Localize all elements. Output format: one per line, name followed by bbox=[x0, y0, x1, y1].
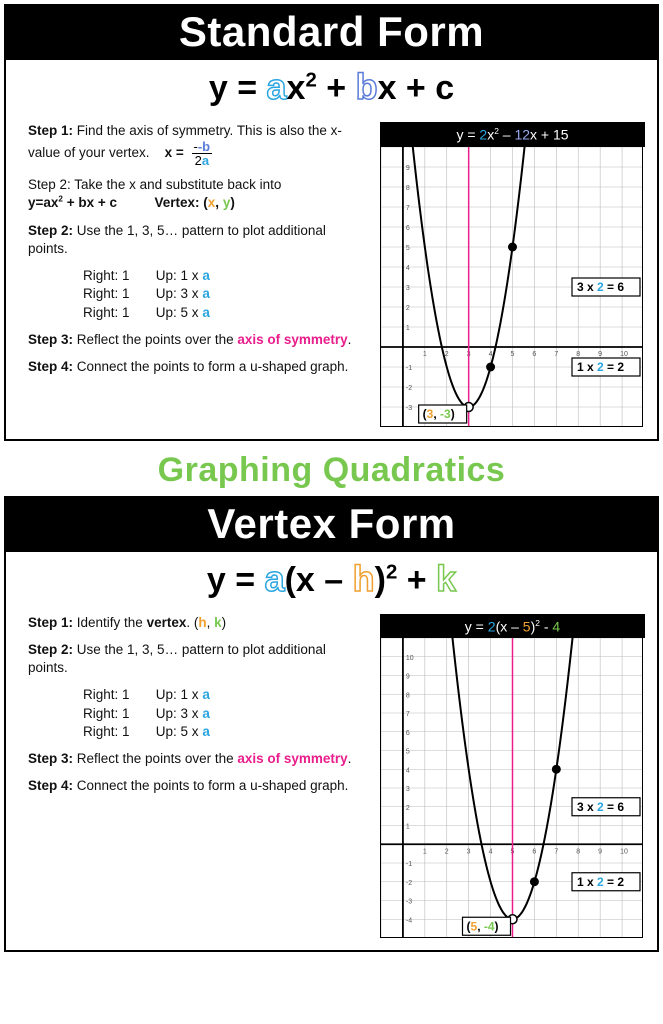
step-text: Connect the points to form a u-shaped gr… bbox=[73, 778, 348, 793]
svg-text:10: 10 bbox=[620, 351, 628, 358]
vertex-form-panel: Vertex Form y = a(x – h)2 + k Step 1: Id… bbox=[4, 496, 659, 953]
svg-text:-3: -3 bbox=[406, 899, 412, 906]
svg-text:3: 3 bbox=[406, 285, 410, 292]
svg-text:4: 4 bbox=[489, 849, 493, 856]
svg-text:-1: -1 bbox=[406, 365, 412, 372]
svg-text:4: 4 bbox=[406, 768, 410, 775]
svg-text:(3, -3): (3, -3) bbox=[423, 407, 455, 421]
vertex-form-equation: y = a(x – h)2 + k bbox=[6, 552, 657, 610]
svg-text:2: 2 bbox=[406, 305, 410, 312]
graph-container: y = 2x2 – 12x + 15 -3-2-1123456789123456… bbox=[380, 122, 645, 427]
svg-text:6: 6 bbox=[406, 730, 410, 737]
graph-container: y = 2(x – 5)2 - 4 -4 -3 -2 -1 1 2 3 4 5 6 7 8 9 10 1 2 3… bbox=[380, 614, 645, 939]
step-text: Identify the bbox=[73, 615, 147, 630]
step-label: Step 4: bbox=[28, 778, 73, 793]
step-substitute: Step 2: Take the x and substitute back i… bbox=[28, 176, 368, 212]
step-label: Step 3: bbox=[28, 332, 73, 347]
step-label: Step 1: bbox=[28, 123, 73, 138]
steps-column: Step 1: Identify the vertex. (h, k) Step… bbox=[28, 614, 368, 939]
svg-text:3 x 2 = 6: 3 x 2 = 6 bbox=[577, 800, 624, 814]
svg-text:4: 4 bbox=[406, 265, 410, 272]
svg-text:8: 8 bbox=[576, 351, 580, 358]
svg-text:-1: -1 bbox=[406, 861, 412, 868]
svg-text:-4: -4 bbox=[406, 918, 412, 925]
step-text: Reflect the points over the bbox=[73, 751, 237, 766]
svg-text:6: 6 bbox=[532, 351, 536, 358]
step-label: Step 3: bbox=[28, 751, 73, 766]
pattern-rows: Right: 1 Up: 1 x aRight: 1 Up: 3 x aRigh… bbox=[83, 267, 368, 322]
svg-text:3: 3 bbox=[467, 849, 471, 856]
panel-title: Vertex Form bbox=[6, 498, 657, 552]
step-text: Reflect the points over the bbox=[73, 332, 237, 347]
svg-text:9: 9 bbox=[598, 351, 602, 358]
svg-text:2: 2 bbox=[445, 849, 449, 856]
svg-text:7: 7 bbox=[406, 205, 410, 212]
step-label: Step 2: bbox=[28, 223, 73, 238]
svg-text:5: 5 bbox=[511, 351, 515, 358]
step-text: Find the axis of symmetry. This is also … bbox=[28, 123, 342, 160]
graph-equation-title: y = 2x2 – 12x + 15 bbox=[380, 122, 645, 147]
svg-text:1 x 2 = 2: 1 x 2 = 2 bbox=[577, 875, 624, 889]
svg-text:1: 1 bbox=[423, 849, 427, 856]
svg-text:8: 8 bbox=[576, 849, 580, 856]
step-label: Step 2: bbox=[28, 642, 73, 657]
step-text: Connect the points to form a u-shaped gr… bbox=[73, 359, 348, 374]
svg-text:7: 7 bbox=[554, 351, 558, 358]
panel-title: Standard Form bbox=[6, 6, 657, 60]
svg-text:9: 9 bbox=[406, 674, 410, 681]
standard-form-equation: y = ax2 + bx + c bbox=[6, 60, 657, 118]
svg-text:1 x 2 = 2: 1 x 2 = 2 bbox=[577, 360, 624, 374]
step-text: Use the 1, 3, 5… pattern to plot additio… bbox=[28, 642, 326, 675]
standard-form-panel: Standard Form y = ax2 + bx + c Step 1: F… bbox=[4, 4, 659, 441]
svg-text:-2: -2 bbox=[406, 385, 412, 392]
svg-text:7: 7 bbox=[554, 849, 558, 856]
svg-text:10: 10 bbox=[406, 655, 414, 662]
svg-text:3: 3 bbox=[406, 786, 410, 793]
step-label: Step 1: bbox=[28, 615, 73, 630]
svg-text:3 x 2 = 6: 3 x 2 = 6 bbox=[577, 280, 624, 294]
svg-text:10: 10 bbox=[620, 849, 628, 856]
svg-text:6: 6 bbox=[532, 849, 536, 856]
svg-text:2: 2 bbox=[406, 805, 410, 812]
svg-text:9: 9 bbox=[598, 849, 602, 856]
svg-text:-2: -2 bbox=[406, 880, 412, 887]
graph-svg: -4-3-2-112345678910123456789103 x 2 = 61… bbox=[380, 638, 643, 938]
svg-text:1: 1 bbox=[406, 824, 410, 831]
step-text: Use the 1, 3, 5… pattern to plot additio… bbox=[28, 223, 326, 256]
svg-text:9: 9 bbox=[406, 165, 410, 172]
frac-label: x = bbox=[165, 145, 184, 160]
pattern-rows: Right: 1 Up: 1 x aRight: 1 Up: 3 x aRigh… bbox=[83, 686, 368, 741]
steps-column: Step 1: Find the axis of symmetry. This … bbox=[28, 122, 368, 427]
axis-formula-fraction: --b 2a bbox=[192, 140, 213, 167]
axis-of-symmetry-text: axis of symmetry bbox=[237, 751, 347, 766]
svg-text:6: 6 bbox=[406, 225, 410, 232]
svg-text:(5, -4): (5, -4) bbox=[467, 920, 499, 934]
svg-text:1: 1 bbox=[423, 351, 427, 358]
svg-text:1: 1 bbox=[406, 325, 410, 332]
graph-svg: -3-2-1123456789123456789103 x 2 = 61 x 2… bbox=[380, 147, 643, 427]
divider-title: Graphing Quadratics bbox=[0, 445, 663, 492]
axis-of-symmetry-text: axis of symmetry bbox=[237, 332, 347, 347]
svg-text:-3: -3 bbox=[406, 405, 412, 412]
svg-text:2: 2 bbox=[445, 351, 449, 358]
graph-equation-title: y = 2(x – 5)2 - 4 bbox=[380, 614, 645, 639]
svg-text:5: 5 bbox=[406, 749, 410, 756]
svg-text:8: 8 bbox=[406, 693, 410, 700]
step-label: Step 4: bbox=[28, 359, 73, 374]
svg-text:5: 5 bbox=[406, 245, 410, 252]
svg-text:4: 4 bbox=[489, 351, 493, 358]
svg-text:7: 7 bbox=[406, 711, 410, 718]
svg-text:8: 8 bbox=[406, 185, 410, 192]
